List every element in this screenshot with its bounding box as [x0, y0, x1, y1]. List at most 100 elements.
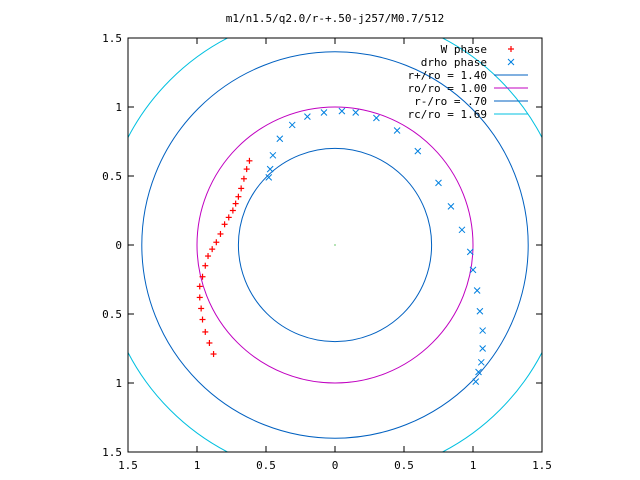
- cross-b: [265, 174, 273, 181]
- cross-b: [479, 345, 487, 352]
- drho-phase-point: [472, 378, 480, 385]
- w-phase-point: [243, 166, 250, 173]
- y-tick-label: 1: [115, 101, 122, 114]
- cross-b: [458, 226, 466, 234]
- w-phase-point: [199, 273, 206, 280]
- x-tick-label: 1.5: [532, 459, 552, 472]
- drho-phase-point: [466, 248, 474, 256]
- y-tick-label: 0.5: [102, 170, 122, 183]
- drho-phase-point: [352, 109, 360, 116]
- cross-b: [352, 109, 360, 116]
- cross-b: [269, 151, 277, 159]
- x-tick-label: 1: [194, 459, 201, 472]
- drho-phase-point: [304, 113, 311, 121]
- circle-roro: [196, 106, 474, 384]
- x-tick-label: 1.5: [118, 459, 138, 472]
- drho-phase-point: [473, 287, 481, 294]
- legend-label: rc/ro = 1.69: [408, 108, 487, 121]
- drho-phase-point: [475, 368, 482, 376]
- drho-phase-point: [373, 114, 380, 122]
- legend-entry: r+/ro = 1.40: [408, 69, 528, 82]
- cross-b: [414, 147, 422, 155]
- cross-b: [276, 135, 284, 143]
- drho-phase-point: [476, 307, 484, 315]
- w-phase-point: [202, 262, 209, 269]
- legend-entry: ro/ro = 1.00: [408, 82, 528, 95]
- w-phase-point: [229, 207, 236, 214]
- legend-label: W phase: [441, 43, 487, 56]
- y-tick-label: 0.5: [102, 308, 122, 321]
- drho-phase-point: [288, 121, 296, 129]
- drho-phase-point: [435, 179, 442, 187]
- plot-area: [128, 38, 542, 452]
- cross-b: [472, 378, 480, 385]
- w-phase-point: [225, 214, 232, 221]
- legend-label: r-/ro = .70: [414, 95, 487, 108]
- cross-b: [435, 179, 442, 187]
- w-phase-point: [240, 175, 247, 182]
- cross-b: [479, 327, 487, 334]
- w-phase-point: [221, 221, 228, 228]
- w-phase-point: [206, 339, 213, 346]
- drho-phase-point: [447, 203, 455, 210]
- x-tick-label: 0: [332, 459, 339, 472]
- w-phase-point: [199, 316, 206, 323]
- y-tick-label: 1: [115, 377, 122, 390]
- x-tick-label: 1: [470, 459, 477, 472]
- drho-phase-point: [269, 151, 277, 159]
- cross-b: [373, 114, 380, 122]
- drho-phase-point: [414, 147, 422, 155]
- cross-b: [476, 307, 484, 315]
- drho-phase-point: [338, 107, 346, 115]
- cross-b: [469, 266, 477, 274]
- axes: 1.5 1 0.5 0 0.5 1 1.51.510.500.511.5: [102, 32, 552, 472]
- circle-rro: [141, 51, 529, 439]
- cross-b: [266, 165, 274, 173]
- cross-b: [477, 358, 485, 366]
- legend-entry: r-/ro = .70: [414, 95, 528, 108]
- w-phase-point: [235, 193, 242, 200]
- cross-b: [338, 107, 346, 115]
- legend-label: r+/ro = 1.40: [408, 69, 487, 82]
- w-phase-point: [198, 305, 205, 312]
- circle-rro: [237, 147, 433, 343]
- legend-entry: W phase: [441, 43, 514, 56]
- cross-b: [507, 58, 515, 66]
- drho-phase-point: [393, 127, 401, 134]
- w-phase-point: [238, 185, 245, 192]
- cross-b: [447, 203, 455, 210]
- legend-label: ro/ro = 1.00: [408, 82, 487, 95]
- drho-phase-point: [265, 174, 273, 181]
- y-tick-label: 1.5: [102, 446, 122, 459]
- y-tick-label: 0: [115, 239, 122, 252]
- w-phase-point: [209, 246, 216, 253]
- drho-phase-point: [469, 266, 477, 274]
- w-phase-point: [246, 157, 253, 164]
- legend-entry: rc/ro = 1.69: [408, 108, 528, 121]
- y-tick-label: 1.5: [102, 32, 122, 45]
- w-phase-point: [217, 230, 224, 237]
- x-tick-label: 0.5: [256, 459, 276, 472]
- w-phase-point: [210, 351, 217, 358]
- circle-group: [128, 38, 542, 452]
- drho-phase-point: [276, 135, 284, 143]
- cross-b: [304, 113, 311, 121]
- legend-entry: drho phase: [421, 56, 515, 69]
- x-tick-label: 0.5: [394, 459, 414, 472]
- w-phase-point: [205, 253, 212, 260]
- cross-b: [393, 127, 401, 134]
- cross-b: [475, 368, 482, 376]
- cross-b: [288, 121, 296, 129]
- drho-phase-point: [266, 165, 274, 173]
- drho-phase-point: [479, 327, 487, 334]
- legend-label: drho phase: [421, 56, 487, 69]
- w-phase-point: [213, 239, 220, 246]
- drho-phase-point: [477, 358, 485, 366]
- origin-dot: [334, 244, 336, 246]
- chart-title: m1/n1.5/q2.0/r-+.50-j257/M0.7/512: [226, 12, 445, 25]
- drho-phase-point: [320, 109, 328, 116]
- drho-phase-point: [479, 345, 487, 352]
- w-phase-point: [202, 328, 209, 335]
